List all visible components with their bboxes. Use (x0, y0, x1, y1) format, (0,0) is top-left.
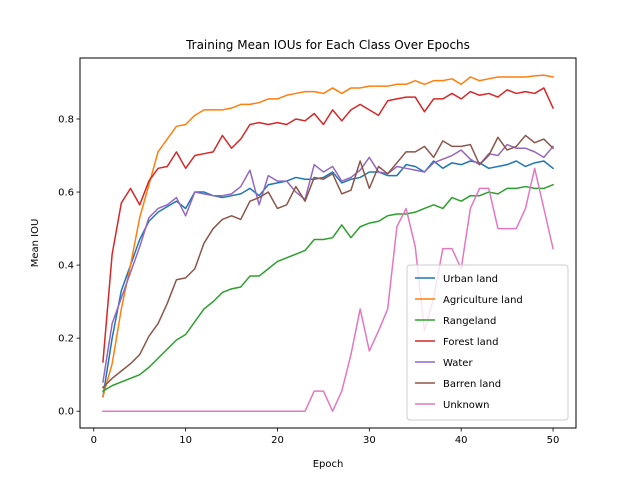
series-line-1 (102, 74, 554, 398)
chart-title: Training Mean IOUs for Each Class Over E… (185, 38, 470, 52)
x-tick-label: 50 (547, 435, 560, 446)
x-axis-label: Epoch (313, 459, 344, 470)
legend-label: Urban land (443, 274, 498, 285)
legend-label: Forest land (443, 337, 498, 348)
series-line-4 (102, 143, 555, 383)
y-tick-label: 0.8 (58, 114, 74, 125)
legend-box (406, 264, 569, 421)
y-tick-label: 0.0 (58, 407, 74, 418)
plot-frame (79, 57, 577, 429)
series-line-2 (101, 183, 555, 393)
y-tick-label: 0.6 (58, 188, 74, 199)
x-tick-label: 20 (271, 435, 284, 446)
legend-label: Barren land (443, 379, 501, 390)
x-tick-label: 10 (179, 435, 192, 446)
y-tick-label: 0.2 (58, 334, 74, 345)
y-axis: 0.0 0.2 0.4 0.6 0.8 (58, 114, 80, 418)
legend-label: Unknown (443, 400, 489, 411)
y-tick-label: 0.4 (58, 261, 74, 272)
x-tick-label: 30 (363, 435, 376, 446)
series-line-3 (102, 87, 555, 363)
x-tick-label: 0 (91, 435, 97, 446)
legend: Urban land Agriculture land Rangeland Fores… (406, 264, 569, 421)
series-lines (101, 74, 555, 412)
x-tick-label: 40 (455, 435, 468, 446)
legend-label: Agriculture land (443, 295, 523, 306)
x-axis: 0 10 20 30 40 50 (91, 428, 560, 446)
legend-label: Water (443, 358, 473, 369)
legend-label: Rangeland (443, 316, 496, 327)
series-line-5 (101, 134, 555, 389)
y-axis-label: Mean IOU (30, 219, 41, 268)
series-line-6 (102, 167, 554, 412)
